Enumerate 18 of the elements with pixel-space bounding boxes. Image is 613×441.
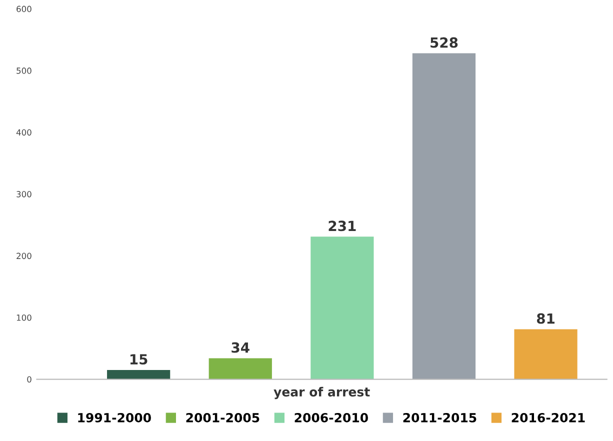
legend-label: 2006-2010 <box>294 412 368 422</box>
legend-label: 2016-2021 <box>512 412 585 422</box>
legend-label: 2001-2005 <box>186 412 260 422</box>
y-tick-label: 600 <box>16 6 32 12</box>
data-label: 15 <box>130 354 148 365</box>
data-label: 81 <box>536 313 554 324</box>
y-tick-label: 200 <box>16 252 32 260</box>
y-tick-label: 500 <box>16 68 32 74</box>
data-label: 528 <box>430 37 458 48</box>
y-tick-label: 100 <box>16 314 32 321</box>
data-label: 231 <box>328 220 356 232</box>
data-label: 34 <box>232 342 250 353</box>
y-tick-label: 400 <box>16 129 32 136</box>
legend-label: 2011-2015 <box>403 412 476 422</box>
y-tick-label: 300 <box>16 191 32 198</box>
y-tick-label: 0 <box>27 376 32 383</box>
x-axis-title: year of arrest <box>274 386 370 400</box>
legend-label: 1991-2000 <box>78 412 151 422</box>
